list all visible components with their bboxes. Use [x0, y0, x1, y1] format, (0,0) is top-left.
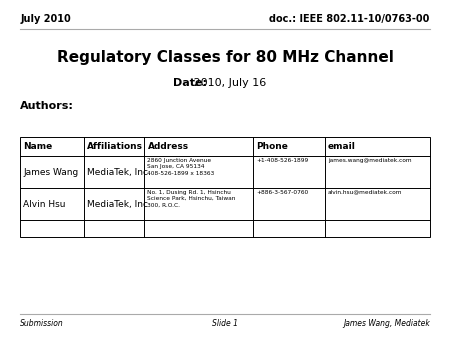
Text: Authors:: Authors:: [20, 101, 74, 111]
Text: Phone: Phone: [256, 142, 288, 151]
Text: email: email: [328, 142, 356, 151]
Text: Regulatory Classes for 80 MHz Channel: Regulatory Classes for 80 MHz Channel: [57, 50, 393, 65]
Text: James Wang, Mediatek: James Wang, Mediatek: [343, 319, 430, 329]
Text: Slide 1: Slide 1: [212, 319, 238, 329]
Text: alvin.hsu@mediatek.com: alvin.hsu@mediatek.com: [328, 190, 402, 195]
Text: 2010, July 16: 2010, July 16: [190, 78, 266, 88]
Text: doc.: IEEE 802.11-10/0763-00: doc.: IEEE 802.11-10/0763-00: [270, 14, 430, 24]
Text: Affiliations: Affiliations: [87, 142, 143, 151]
Text: MediaTek, Inc.: MediaTek, Inc.: [87, 168, 151, 177]
Text: No. 1, Dusing Rd. 1, Hsinchu
Science Park, Hsinchu, Taiwan
300, R.O.C.: No. 1, Dusing Rd. 1, Hsinchu Science Par…: [148, 190, 236, 208]
Text: Name: Name: [23, 142, 53, 151]
Text: Submission: Submission: [20, 319, 64, 329]
Text: james.wang@mediatek.com: james.wang@mediatek.com: [328, 158, 411, 163]
Text: Address: Address: [148, 142, 189, 151]
Text: 2860 Junction Avenue
San Jose, CA 95134
408-526-1899 x 18363: 2860 Junction Avenue San Jose, CA 95134 …: [148, 158, 215, 176]
Text: Alvin Hsu: Alvin Hsu: [23, 200, 66, 209]
Text: July 2010: July 2010: [20, 14, 71, 24]
Text: +1-408-526-1899: +1-408-526-1899: [256, 158, 308, 163]
Text: +886-3-567-0760: +886-3-567-0760: [256, 190, 308, 195]
Text: MediaTek, Inc: MediaTek, Inc: [87, 200, 148, 209]
Text: James Wang: James Wang: [23, 168, 79, 177]
Text: Date:: Date:: [173, 78, 207, 88]
